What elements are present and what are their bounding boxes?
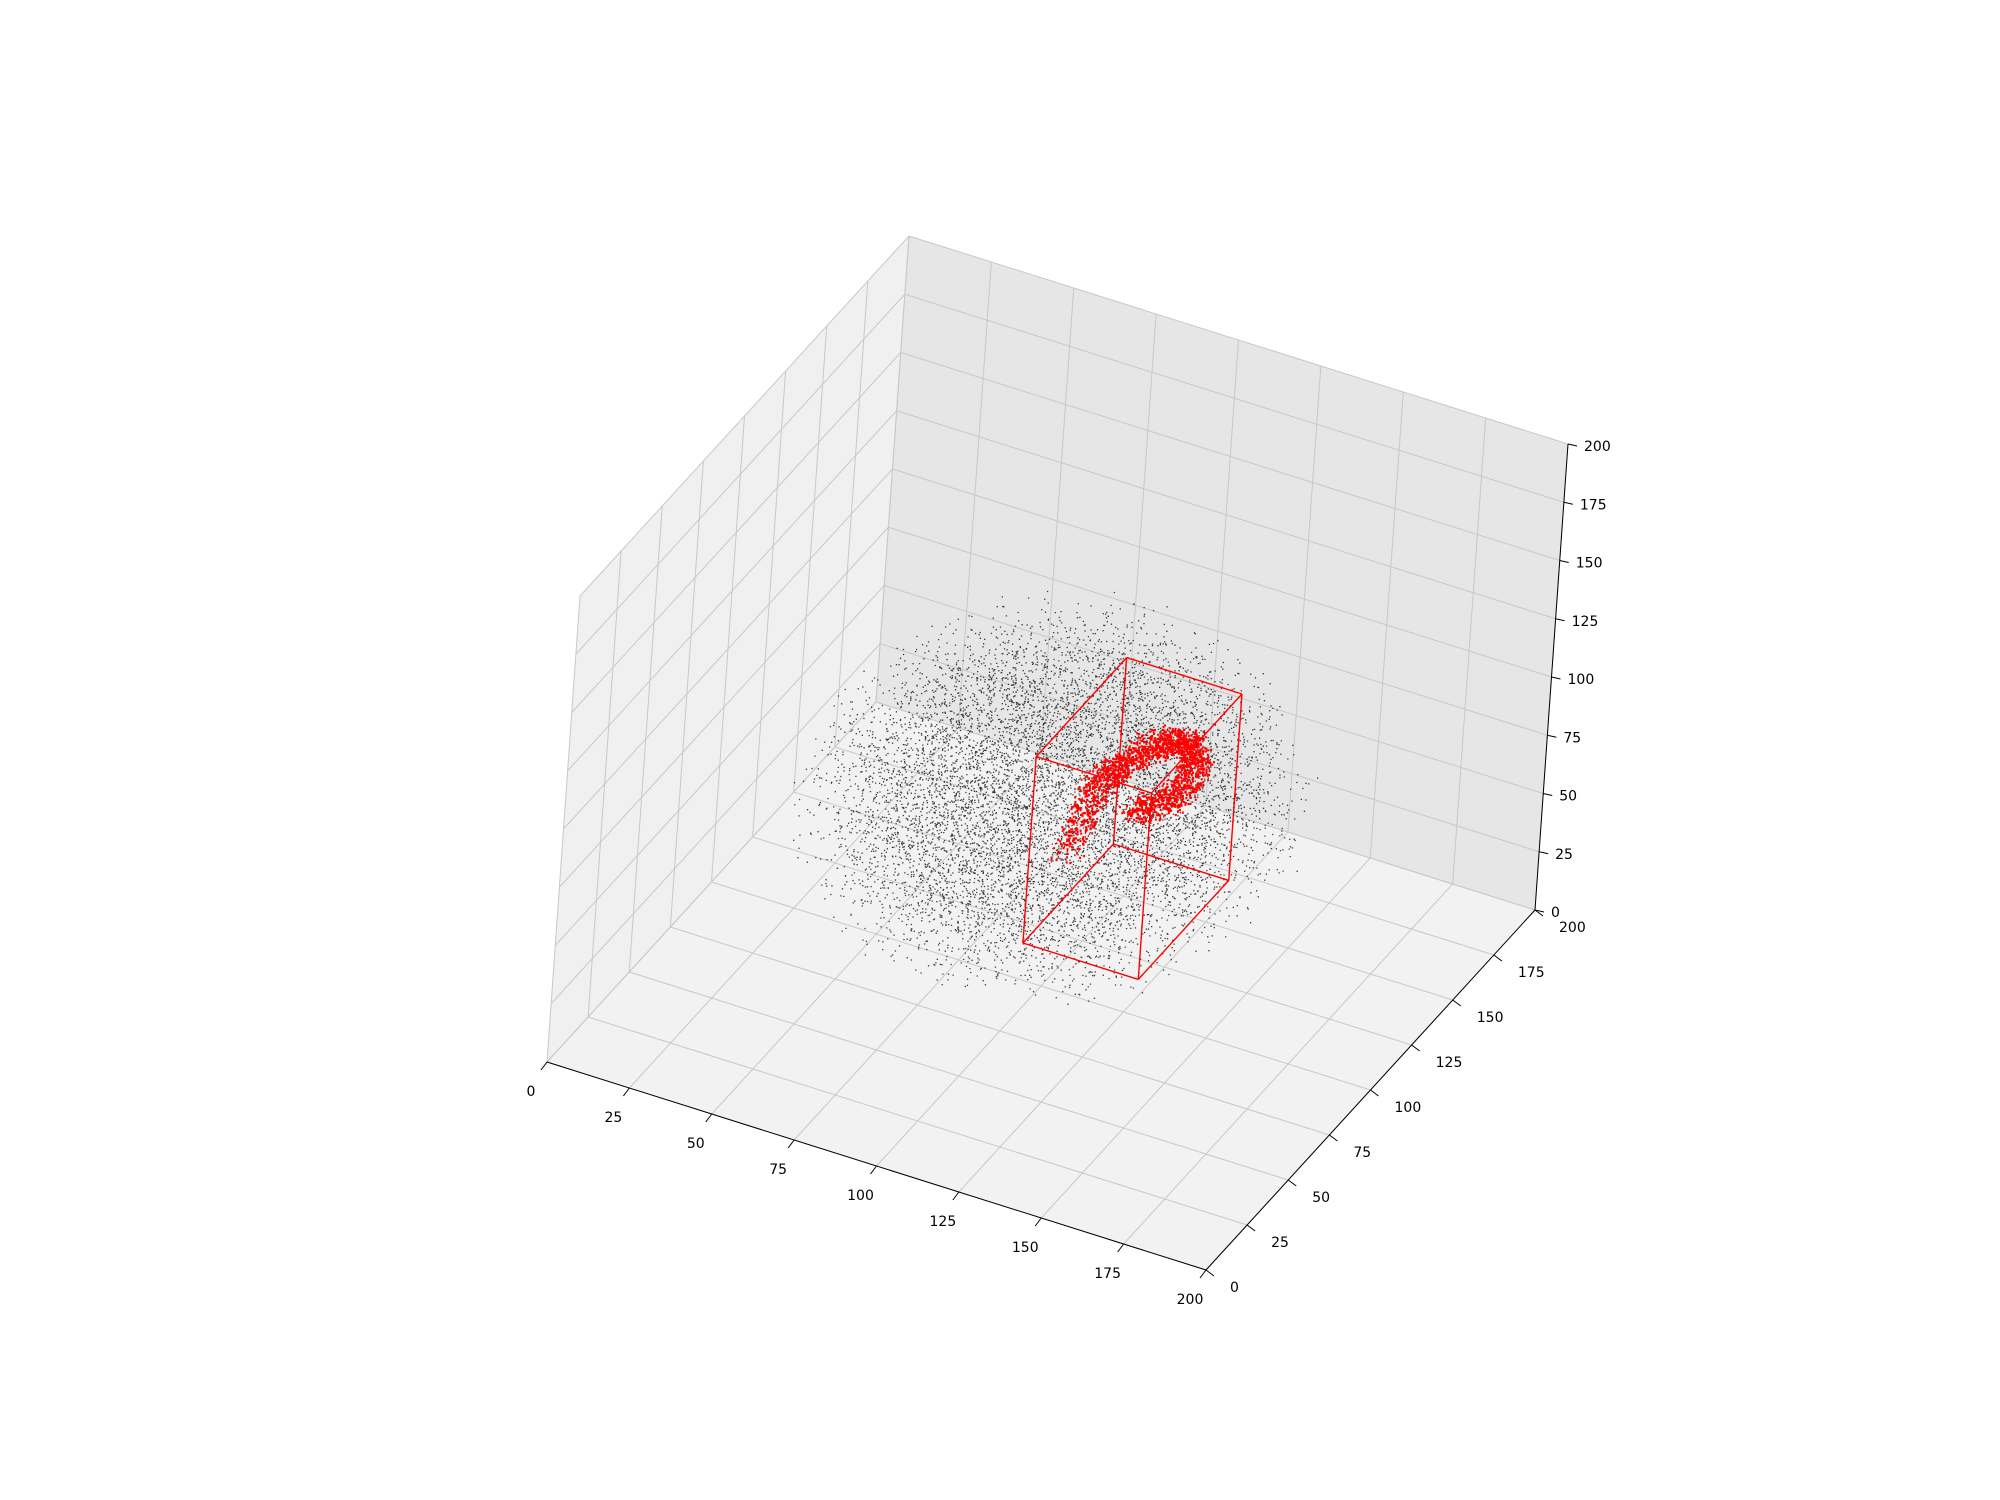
gridline-back-z: [892, 468, 1552, 678]
z-tick-mark: [1563, 501, 1573, 505]
y-tick-mark: [1411, 1044, 1420, 1052]
gridline-back-x: [1369, 391, 1404, 859]
box-edge: [1022, 942, 1139, 981]
x-tick-label: 75: [769, 1162, 787, 1178]
x-tick-mark: [952, 1191, 960, 1201]
point-cloud: [793, 590, 1319, 1005]
gridline-floor-y: [793, 791, 1453, 1001]
x-tick-mark: [870, 1165, 877, 1175]
z-tick-mark: [1559, 560, 1569, 563]
x-tick-label: 0: [527, 1084, 536, 1100]
x-tick-label: 200: [1177, 1292, 1204, 1308]
axis-lines: [540, 443, 1578, 1279]
z-tick-mark: [1567, 443, 1578, 447]
z-tick-label: 150: [1576, 556, 1603, 572]
box-edge: [1137, 879, 1230, 980]
y-tick-mark: [1534, 909, 1544, 917]
x-tick-label: 25: [604, 1110, 622, 1126]
gridline-back-z: [900, 352, 1560, 561]
y-tick-label: 175: [1518, 965, 1545, 981]
y-tick-mark: [1287, 1179, 1297, 1187]
x-tick-mark: [540, 1061, 548, 1071]
gridline-left-y: [875, 235, 910, 703]
gridline-left-z: [571, 352, 902, 713]
gridline-back-z: [904, 293, 1565, 503]
box-edge: [1113, 843, 1229, 882]
z-tick-label: 50: [1559, 789, 1577, 805]
x-tick-label: 100: [847, 1188, 874, 1204]
z-tick-mark: [1534, 909, 1545, 913]
z-tick-mark: [1539, 851, 1549, 855]
bounding-box: [1022, 656, 1243, 981]
y-tick-label: 200: [1559, 920, 1586, 936]
gridline-floor-y: [875, 701, 1536, 911]
z-tick-label: 25: [1555, 847, 1573, 863]
box-edge: [1228, 693, 1243, 881]
gridline-floor-x: [1123, 883, 1453, 1245]
y-tick-label: 75: [1353, 1145, 1371, 1161]
gridline-left-z: [563, 468, 893, 830]
gridline-back-z: [896, 410, 1556, 620]
x-tick-mark: [1117, 1243, 1125, 1253]
z-tick-label: 100: [1568, 672, 1595, 688]
x-tick-mark: [1034, 1217, 1042, 1227]
box-edge: [1137, 792, 1153, 980]
gridline-left-y: [793, 325, 828, 793]
box-edge: [1126, 656, 1243, 695]
z-tick-mark: [1547, 734, 1557, 738]
gridline-left-z: [567, 410, 897, 772]
x-tick-label: 50: [687, 1136, 705, 1152]
y-tick-label: 100: [1395, 1100, 1422, 1116]
gridline-left-z: [579, 235, 910, 597]
y-tick-label: 150: [1477, 1010, 1504, 1026]
x-tick-mark: [1199, 1269, 1207, 1279]
axes-grid: [546, 235, 1569, 1271]
y-tick-mark: [1493, 954, 1503, 962]
z-tick-mark: [1555, 618, 1565, 622]
gridline-back-z: [908, 235, 1569, 445]
gridline-floor-x: [958, 831, 1289, 1193]
x-tick-mark: [622, 1087, 630, 1097]
y-tick-label: 125: [1436, 1055, 1463, 1071]
box-edge: [1035, 755, 1152, 794]
x-tick-mark: [787, 1139, 795, 1149]
box-edge: [1022, 756, 1037, 944]
gridline-left-y: [834, 280, 869, 748]
x-tick-mark: [705, 1113, 713, 1123]
y-tick-mark: [1205, 1269, 1215, 1277]
z-tick-label: 75: [1563, 730, 1581, 746]
z-tick-mark: [1551, 676, 1561, 680]
y-tick-label: 50: [1312, 1190, 1330, 1206]
box-edge: [1035, 657, 1128, 758]
box-edge: [1150, 693, 1243, 794]
x-tick-label: 125: [930, 1214, 957, 1230]
gridline-left-z: [575, 293, 906, 655]
z-tick-label: 125: [1572, 614, 1599, 630]
x-tick-label: 150: [1012, 1240, 1039, 1256]
z-tick-label: 200: [1584, 439, 1611, 455]
box-edge: [1112, 657, 1128, 845]
z-tick-label: 0: [1551, 905, 1560, 921]
x-tick-label: 175: [1094, 1266, 1121, 1282]
gridline-floor-x: [1040, 857, 1371, 1219]
y-tick-label: 25: [1271, 1235, 1289, 1251]
y-tick-mark: [1452, 999, 1462, 1007]
gridline-floor-y: [752, 836, 1412, 1046]
gridline-floor-y: [711, 881, 1371, 1091]
box-edge: [1022, 843, 1114, 944]
y-tick-label: 0: [1230, 1280, 1239, 1296]
y-tick-mark: [1329, 1134, 1338, 1142]
z-tick-mark: [1543, 793, 1553, 796]
highlighted-region: [1050, 724, 1215, 865]
y-tick-mark: [1370, 1089, 1379, 1097]
gridline-left-y: [752, 370, 787, 838]
y-tick-mark: [1246, 1224, 1256, 1232]
cloud-points: [793, 590, 1319, 1005]
tick-labels: 0255075100125150175200025507510012515017…: [527, 439, 1611, 1308]
z-tick-label: 175: [1580, 497, 1607, 513]
highlight-points: [1050, 724, 1215, 865]
gridline-back-x: [1452, 417, 1487, 885]
